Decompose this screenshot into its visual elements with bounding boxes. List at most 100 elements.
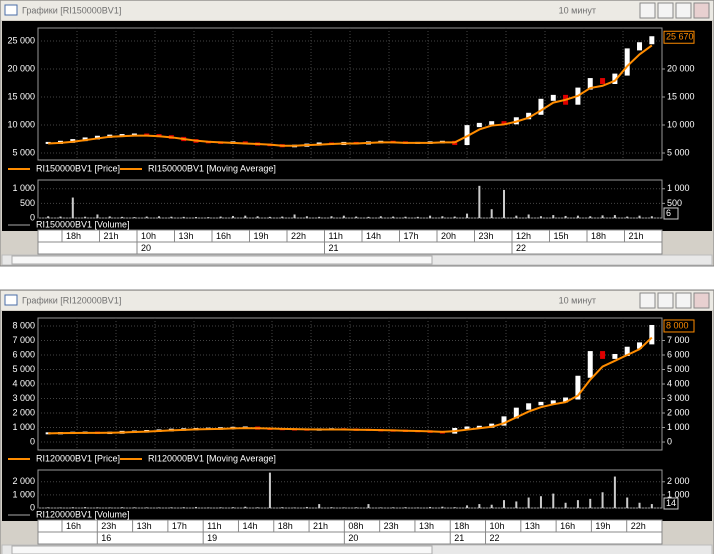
y-tick-label-right: 4 000 bbox=[667, 378, 690, 388]
volume-bar bbox=[404, 216, 407, 218]
volume-bar bbox=[342, 507, 345, 508]
hour-label: 21h bbox=[629, 231, 644, 241]
y-tick-label-right: 1 000 bbox=[667, 422, 690, 432]
hour-label: 15h bbox=[554, 231, 569, 241]
minimize-button[interactable] bbox=[657, 2, 674, 19]
hour-label: 16h bbox=[216, 231, 231, 241]
hour-label: 13h bbox=[419, 521, 434, 531]
volume-bar bbox=[589, 498, 592, 508]
volume-bar bbox=[268, 216, 271, 218]
volume-bar bbox=[576, 215, 579, 218]
minimize-button[interactable] bbox=[657, 292, 674, 309]
date-label: 21 bbox=[454, 533, 464, 543]
volume-bar bbox=[71, 507, 74, 508]
volume-bar bbox=[281, 507, 284, 508]
price-badge: 8 000 bbox=[666, 320, 689, 330]
y-tick-label: 0 bbox=[30, 436, 35, 446]
volume-bar bbox=[84, 216, 87, 218]
volume-bar bbox=[466, 505, 469, 508]
volume-bar bbox=[379, 216, 382, 218]
volume-bar bbox=[96, 214, 99, 218]
volume-bar bbox=[342, 215, 345, 218]
volume-bar bbox=[170, 216, 173, 218]
hour-label: 19h bbox=[254, 231, 269, 241]
chart-area bbox=[2, 21, 712, 231]
y-tick-label-right: 10 000 bbox=[667, 119, 695, 129]
volume-bar bbox=[527, 497, 530, 508]
volume-bar bbox=[515, 215, 518, 218]
y-tick-label-right: 1 000 bbox=[667, 183, 690, 193]
scrollbar-thumb[interactable] bbox=[11, 545, 433, 554]
date-label: 19 bbox=[207, 533, 217, 543]
timeframe: 10 минут bbox=[559, 295, 596, 305]
volume-bar bbox=[355, 507, 358, 508]
y-tick-label-right: 20 000 bbox=[667, 63, 695, 73]
y-tick-label: 1 000 bbox=[12, 422, 35, 432]
hour-label: 08h bbox=[348, 521, 363, 531]
hour-label: 12h bbox=[516, 231, 531, 241]
close-button[interactable] bbox=[693, 2, 710, 19]
y-tick-label-right: 7 000 bbox=[667, 335, 690, 345]
candle bbox=[464, 426, 470, 430]
candle bbox=[624, 346, 630, 356]
volume-bar bbox=[96, 507, 99, 508]
y-tick-label-right: 15 000 bbox=[667, 91, 695, 101]
y-tick-label: 10 000 bbox=[7, 119, 35, 129]
y-tick-label-right: 0 bbox=[667, 436, 672, 446]
volume-bar bbox=[589, 216, 592, 218]
volume-bar bbox=[490, 504, 493, 508]
date-label: 22 bbox=[516, 243, 526, 253]
volume-bar bbox=[158, 216, 161, 218]
candle bbox=[612, 73, 618, 84]
hour-label: 13h bbox=[137, 521, 152, 531]
legend-label: RI150000BV1 [Volume] bbox=[36, 219, 130, 229]
y-tick-label: 7 000 bbox=[12, 335, 35, 345]
candle bbox=[649, 324, 655, 345]
hour-label: 21h bbox=[104, 231, 119, 241]
y-tick-label: 2 000 bbox=[12, 476, 35, 486]
y-tick-label: 4 000 bbox=[12, 378, 35, 388]
volume-bar bbox=[441, 216, 444, 218]
volume-bar bbox=[305, 216, 308, 218]
volume-bar bbox=[527, 214, 530, 218]
volume-bar bbox=[626, 216, 629, 218]
candle bbox=[575, 375, 581, 400]
hour-label: 23h bbox=[101, 521, 116, 531]
volume-badge-box bbox=[663, 497, 679, 510]
close-button[interactable] bbox=[693, 292, 710, 309]
legend-label: RI120000BV1 [Price] bbox=[36, 453, 120, 463]
volume-bar bbox=[231, 507, 234, 508]
volume-bar bbox=[145, 507, 148, 508]
pin-button[interactable] bbox=[639, 292, 656, 309]
volume-bar bbox=[231, 215, 234, 218]
volume-bar bbox=[576, 500, 579, 508]
legend-label: RI150000BV1 [Moving Average] bbox=[148, 163, 276, 173]
hour-label: 18h bbox=[454, 521, 469, 531]
date-label: 21 bbox=[329, 243, 339, 253]
price-badge-box bbox=[663, 319, 695, 333]
volume-bar bbox=[244, 506, 247, 508]
volume-bar bbox=[416, 507, 419, 508]
candle bbox=[513, 407, 519, 419]
title-bar bbox=[1, 291, 713, 310]
candle bbox=[489, 423, 495, 428]
volume-bar bbox=[71, 197, 74, 218]
candle bbox=[526, 403, 532, 410]
candle bbox=[550, 400, 556, 404]
hour-label: 16h bbox=[560, 521, 575, 531]
hour-label: 18h bbox=[591, 231, 606, 241]
pin-button[interactable] bbox=[639, 2, 656, 19]
volume-bar bbox=[564, 502, 567, 508]
scrollbar-thumb[interactable] bbox=[11, 255, 433, 265]
maximize-button[interactable] bbox=[675, 2, 692, 19]
maximize-button[interactable] bbox=[675, 292, 692, 309]
volume-bar bbox=[355, 216, 358, 218]
volume-bar bbox=[429, 506, 432, 508]
price-badge: 25 670 bbox=[666, 32, 694, 42]
candle bbox=[587, 78, 593, 90]
candle bbox=[550, 94, 556, 101]
y-tick-label: 500 bbox=[20, 198, 35, 208]
candle bbox=[476, 122, 482, 128]
volume-bar bbox=[256, 507, 259, 508]
